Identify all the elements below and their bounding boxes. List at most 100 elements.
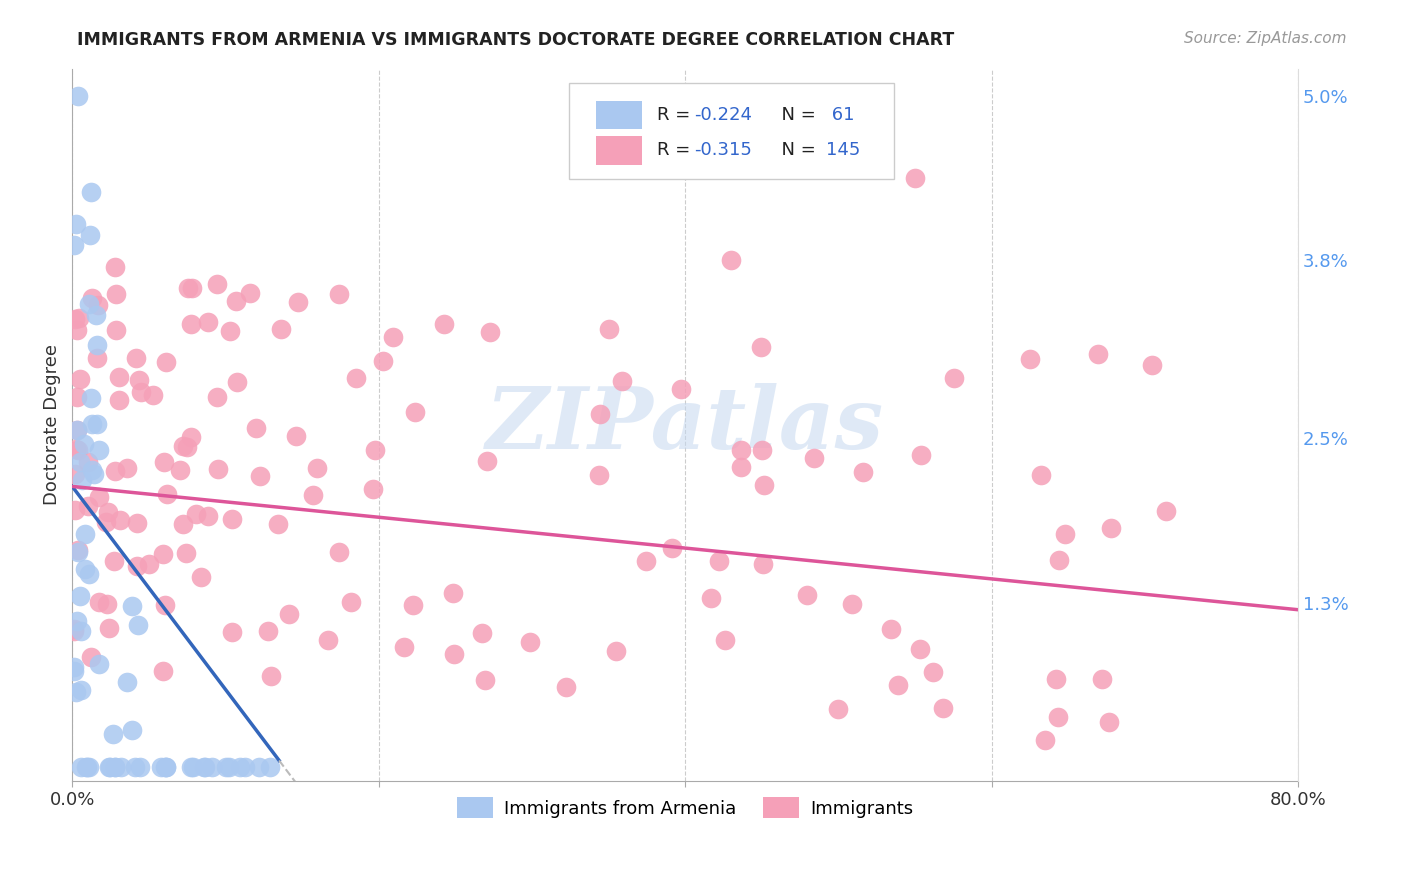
Point <box>1047 553 1070 567</box>
Point <box>197 508 219 523</box>
Point <box>77 297 100 311</box>
Point <box>344 371 367 385</box>
Point <box>79 185 101 199</box>
Point <box>218 760 240 774</box>
Point <box>1047 710 1070 724</box>
Point <box>127 516 149 530</box>
Point <box>214 760 236 774</box>
Point <box>1098 715 1121 730</box>
Point <box>62 660 84 674</box>
Point <box>316 633 339 648</box>
Point <box>904 171 927 186</box>
Point <box>554 680 576 694</box>
Point <box>129 384 152 399</box>
Point <box>63 467 86 482</box>
Point <box>77 500 100 514</box>
Point <box>176 441 198 455</box>
Point <box>471 626 494 640</box>
Point <box>110 513 132 527</box>
Point <box>96 505 118 519</box>
Point <box>87 443 110 458</box>
Point <box>124 760 146 774</box>
Point <box>103 554 125 568</box>
Point <box>76 454 98 468</box>
Point <box>588 467 610 482</box>
Point <box>1091 672 1114 686</box>
Point <box>827 702 849 716</box>
Point <box>910 448 932 462</box>
Text: N =: N = <box>769 142 821 160</box>
Point <box>392 640 415 654</box>
Point <box>79 228 101 243</box>
Point <box>65 217 87 231</box>
Point <box>155 355 177 369</box>
Point <box>197 315 219 329</box>
Point <box>86 338 108 352</box>
Point <box>247 760 270 774</box>
Point <box>172 517 194 532</box>
Point <box>155 760 177 774</box>
Point <box>225 293 247 308</box>
Point <box>221 512 243 526</box>
Text: IMMIGRANTS FROM ARMENIA VS IMMIGRANTS DOCTORATE DEGREE CORRELATION CHART: IMMIGRANTS FROM ARMENIA VS IMMIGRANTS DO… <box>77 31 955 49</box>
Point <box>128 373 150 387</box>
Point <box>70 473 93 487</box>
Point <box>730 460 752 475</box>
Point <box>184 507 207 521</box>
Point <box>69 372 91 386</box>
Point <box>84 308 107 322</box>
Point <box>190 570 212 584</box>
Point <box>82 417 104 431</box>
Point <box>66 545 89 559</box>
Point <box>174 546 197 560</box>
Text: 145: 145 <box>827 142 860 160</box>
Point <box>225 375 247 389</box>
Point <box>75 760 97 774</box>
Point <box>156 487 179 501</box>
Point <box>328 545 350 559</box>
Point <box>228 760 250 774</box>
Point <box>121 599 143 613</box>
Point <box>266 516 288 531</box>
Point <box>910 642 932 657</box>
Point <box>636 554 658 568</box>
Point <box>180 317 202 331</box>
Point <box>1154 503 1177 517</box>
Bar <box>596 136 643 165</box>
Point <box>180 760 202 774</box>
Point <box>66 614 89 628</box>
Point <box>260 668 283 682</box>
Point <box>62 664 84 678</box>
Point <box>65 442 87 456</box>
Point <box>104 323 127 337</box>
Point <box>205 277 228 291</box>
Point <box>364 442 387 457</box>
Point <box>751 443 773 458</box>
Point <box>77 760 100 774</box>
Point <box>887 678 910 692</box>
Point <box>87 657 110 671</box>
Point <box>714 633 737 648</box>
Point <box>98 760 121 774</box>
Point <box>1054 527 1077 541</box>
Point <box>201 760 224 774</box>
Point <box>128 760 150 774</box>
Point <box>82 291 104 305</box>
Point <box>110 760 132 774</box>
Point <box>127 618 149 632</box>
Point <box>193 760 215 774</box>
Point <box>931 701 953 715</box>
Point <box>443 647 465 661</box>
Point <box>669 382 692 396</box>
Point <box>121 723 143 737</box>
Point <box>612 374 634 388</box>
Point <box>1029 467 1052 482</box>
Point <box>79 566 101 581</box>
Point <box>80 391 103 405</box>
Point <box>150 760 173 774</box>
Point <box>730 443 752 458</box>
Point <box>75 561 97 575</box>
Point <box>155 760 177 774</box>
Point <box>66 442 89 457</box>
Point <box>117 675 139 690</box>
